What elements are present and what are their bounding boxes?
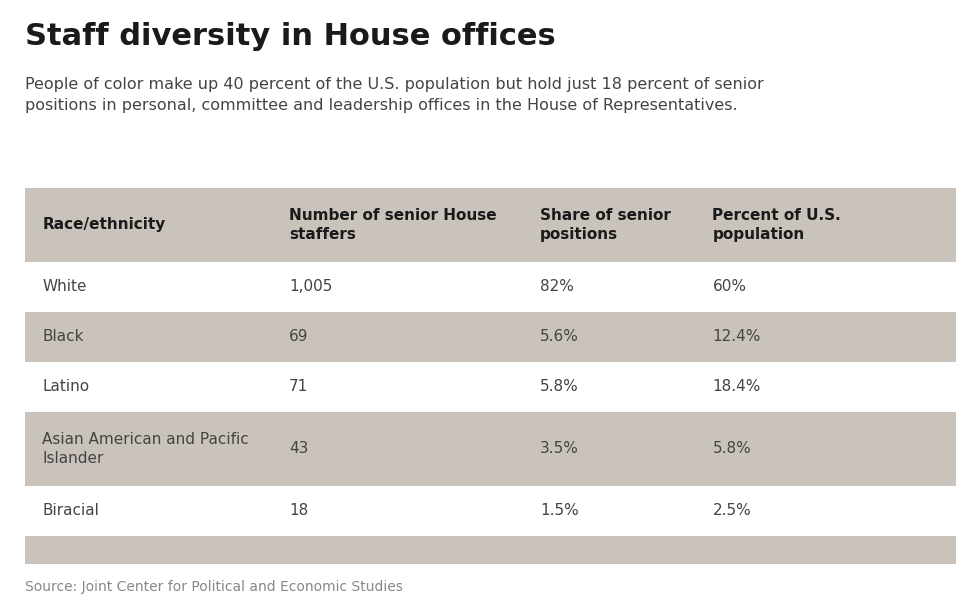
Text: 43: 43 (289, 442, 309, 456)
Text: 60%: 60% (712, 280, 747, 294)
Text: Percent of U.S.
population: Percent of U.S. population (712, 208, 841, 242)
Text: 2.5%: 2.5% (712, 503, 752, 519)
Text: 18: 18 (289, 503, 308, 519)
Text: 69: 69 (289, 330, 309, 344)
Text: Race/ethnicity: Race/ethnicity (42, 217, 166, 232)
Text: Source: Joint Center for Political and Economic Studies: Source: Joint Center for Political and E… (24, 580, 403, 594)
Text: 3.5%: 3.5% (540, 442, 579, 456)
Text: 18.4%: 18.4% (712, 379, 760, 394)
Text: Number of senior House
staffers: Number of senior House staffers (289, 208, 497, 242)
Text: 71: 71 (289, 379, 308, 394)
Text: 5.6%: 5.6% (540, 330, 579, 344)
Text: 12.4%: 12.4% (712, 330, 760, 344)
Text: 1.5%: 1.5% (540, 503, 579, 519)
Text: 5.8%: 5.8% (540, 379, 579, 394)
Text: Staff diversity in House offices: Staff diversity in House offices (24, 22, 556, 51)
Text: White: White (42, 280, 86, 294)
Text: Asian American and Pacific
Islander: Asian American and Pacific Islander (42, 432, 249, 466)
Text: Share of senior
positions: Share of senior positions (540, 208, 671, 242)
Text: Latino: Latino (42, 379, 89, 394)
Text: 82%: 82% (540, 280, 574, 294)
Text: 5.8%: 5.8% (712, 442, 752, 456)
Text: Black: Black (42, 330, 83, 344)
Text: 1,005: 1,005 (289, 280, 332, 294)
Text: Biracial: Biracial (42, 503, 99, 519)
Text: People of color make up 40 percent of the U.S. population but hold just 18 perce: People of color make up 40 percent of th… (24, 77, 763, 113)
